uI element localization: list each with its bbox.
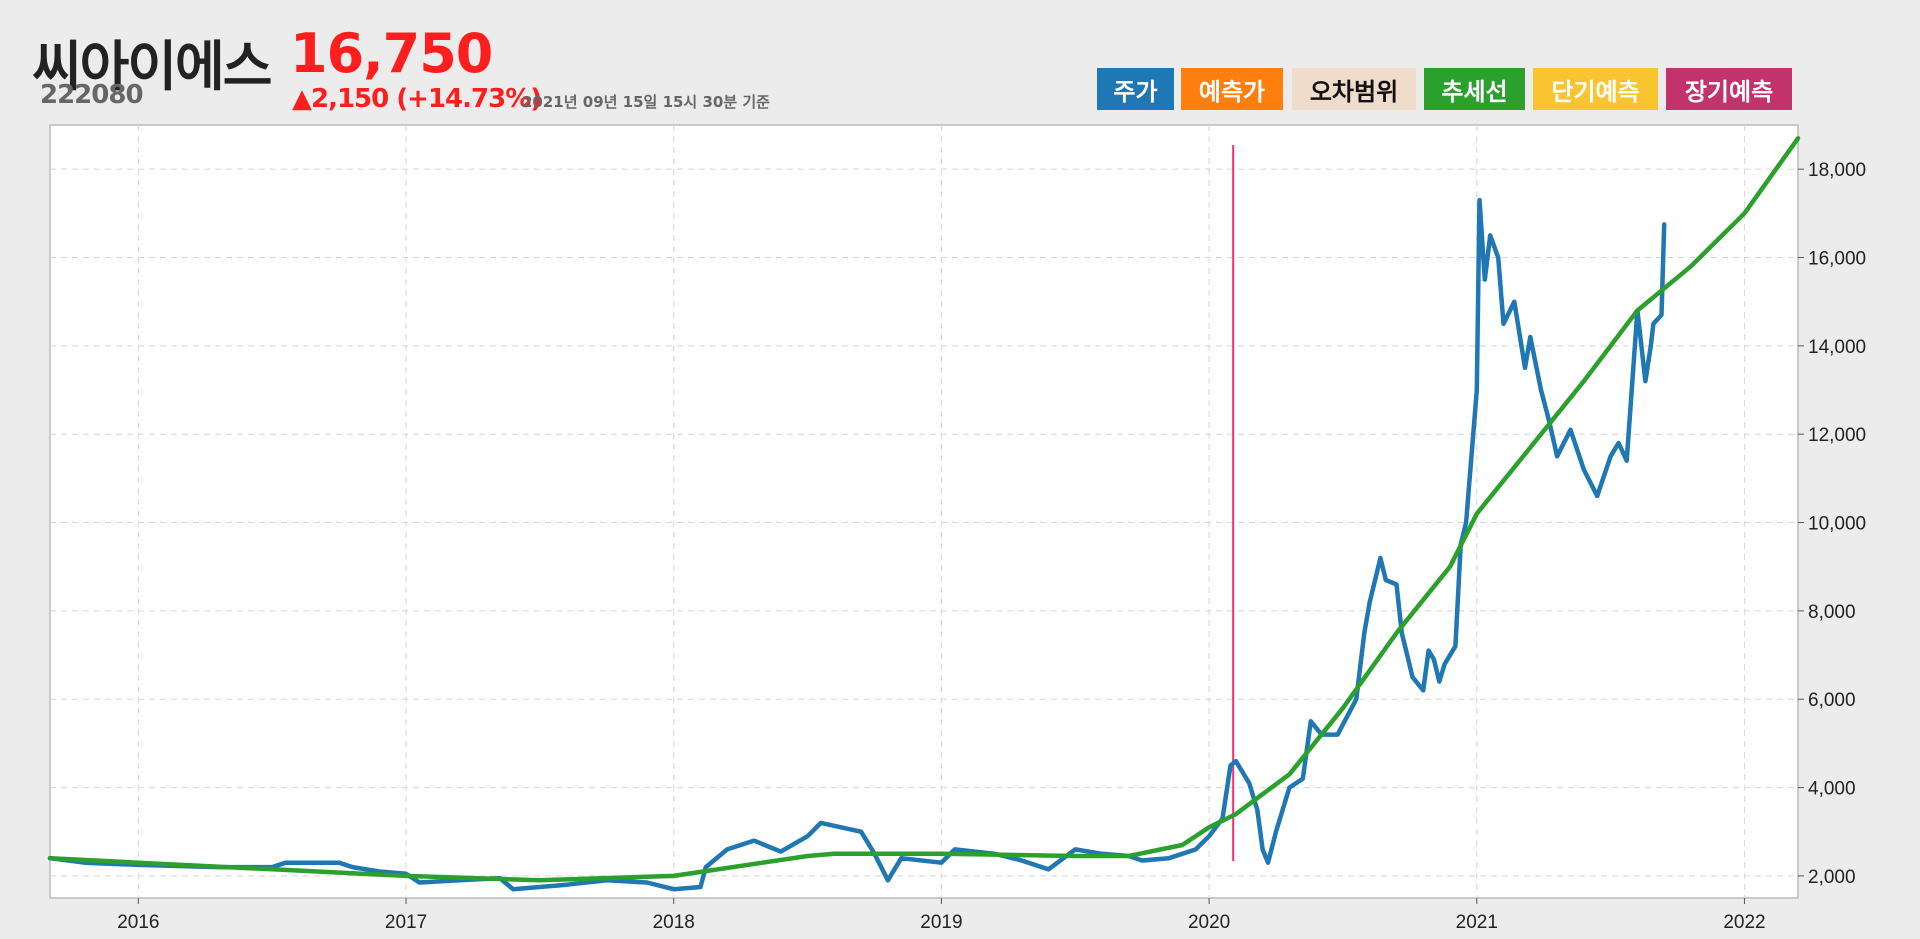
stock-name: 씨아이에스 [32, 35, 272, 98]
legend-item-price[interactable]: 주가 [1097, 68, 1174, 110]
legend-item-long-term[interactable]: 장기예측 [1666, 68, 1792, 110]
y-grid [50, 168, 1798, 877]
x-tick-label: 2019 [920, 912, 962, 933]
y-tick-label: 14,000 [1808, 337, 1866, 358]
stock-code: 222080 [40, 80, 144, 110]
timestamp: 2021년 09년 15일 15시 30분 기준 [522, 93, 770, 111]
x-tick-label: 2022 [1723, 912, 1765, 933]
current-price: 16,750 [290, 22, 493, 85]
price-line [47, 197, 1667, 892]
y-tick-label: 6,000 [1808, 690, 1856, 711]
y-tick-label: 4,000 [1808, 779, 1856, 800]
plot-area [49, 124, 1799, 899]
x-axis: 2016 2017 2018 2019 2020 2021 2022 [117, 898, 1766, 933]
legend-item-forecast[interactable]: 예측가 [1181, 68, 1283, 110]
y-tick-label: 12,000 [1808, 425, 1866, 446]
y-tick-label: 16,000 [1808, 249, 1866, 270]
y-tick-label: 2,000 [1808, 867, 1856, 888]
x-tick-label: 2016 [117, 912, 159, 933]
y-tick-label: 10,000 [1808, 514, 1866, 535]
series-layer [47, 136, 1801, 892]
y-tick-label: 8,000 [1808, 602, 1856, 623]
x-tick-label: 2020 [1188, 912, 1230, 933]
trend-line [47, 136, 1801, 883]
x-tick-label: 2017 [385, 912, 427, 933]
y-axis: 2,000 4,000 6,000 8,000 10,000 12,000 14,000 16… [1798, 160, 1866, 888]
price-change: ▲2,150 (+14.73%) [292, 84, 542, 114]
x-tick-label: 2021 [1456, 912, 1498, 933]
y-tick-label: 18,000 [1808, 160, 1866, 181]
legend-item-short-term[interactable]: 단기예측 [1533, 68, 1658, 110]
legend-item-error-range[interactable]: 오차범위 [1292, 68, 1416, 110]
x-tick-label: 2018 [653, 912, 695, 933]
legend-item-trendline[interactable]: 추세선 [1424, 68, 1525, 110]
